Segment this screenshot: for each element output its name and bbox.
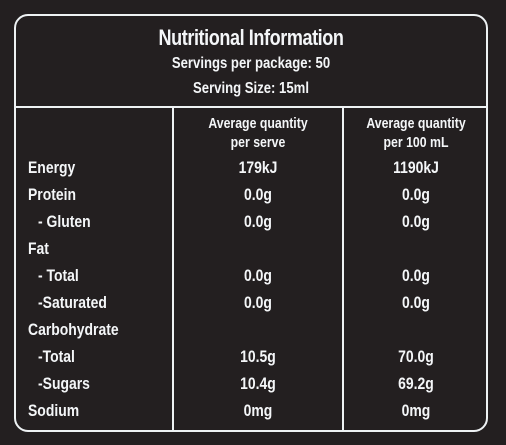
table-row-protein: Protein 0.0g 0.0g <box>16 185 486 212</box>
serving-size: Serving Size: 15ml <box>193 80 309 97</box>
row-label: Sodium <box>28 401 80 420</box>
table-row-fat-total: - Total 0.0g 0.0g <box>16 266 486 293</box>
table-row-carbohydrate-total: -Total 10.5g 70.0g <box>16 347 486 374</box>
row-label: Carbohydrate <box>28 320 119 339</box>
per-100ml-value: 69.2g <box>398 374 434 393</box>
table-row-fat: Fat <box>16 239 486 266</box>
row-label: -Saturated <box>38 293 107 312</box>
per-100ml-value: 0.0g <box>402 293 430 312</box>
per-serve-value: 0mg <box>243 401 273 420</box>
row-label: - Gluten <box>38 212 91 231</box>
per-100ml-value: 1190kJ <box>393 158 439 177</box>
nutrition-panel: Nutritional Information Servings per pac… <box>14 14 488 432</box>
per-100ml-value: 0.0g <box>402 185 430 204</box>
row-label: Energy <box>28 158 76 177</box>
column-header-per-100ml-line1: Average quantity <box>366 115 466 132</box>
row-label: Fat <box>28 239 49 258</box>
panel-header: Nutritional Information Servings per pac… <box>16 16 486 108</box>
servings-per-package: Servings per package: 50 <box>171 55 331 72</box>
table-row-sugars: -Sugars 10.4g 69.2g <box>16 374 486 401</box>
per-serve-value: 0.0g <box>244 185 272 204</box>
column-header-per-100ml: Average quantity per 100 mL <box>357 114 475 152</box>
per-serve-value: 179kJ <box>238 158 278 177</box>
row-label: -Sugars <box>38 374 90 393</box>
per-100ml-value: 0.0g <box>402 212 430 231</box>
table-row-fat-saturated: -Saturated 0.0g 0.0g <box>16 293 486 320</box>
table-row-gluten: - Gluten 0.0g 0.0g <box>16 212 486 239</box>
row-label: -Total <box>38 347 75 366</box>
table-row-energy: Energy 179kJ 1190kJ <box>16 158 486 185</box>
per-serve-value: 0.0g <box>244 266 272 285</box>
per-100ml-value: 0.0g <box>402 266 430 285</box>
per-100ml-value: 0mg <box>401 401 431 420</box>
table-row-carbohydrate: Carbohydrate <box>16 320 486 347</box>
row-label: - Total <box>38 266 79 285</box>
column-header-per-serve-line1: Average quantity <box>208 115 308 132</box>
per-serve-value: 10.4g <box>240 374 276 393</box>
table-row-sodium: Sodium 0mg 0mg <box>16 401 486 428</box>
per-serve-value: 0.0g <box>244 212 272 231</box>
panel-title: Nutritional Information <box>158 25 344 50</box>
per-100ml-value: 70.0g <box>398 347 434 366</box>
column-header-per-100ml-line2: per 100 mL <box>383 134 449 151</box>
column-header-per-serve: Average quantity per serve <box>188 114 327 152</box>
per-serve-value: 10.5g <box>240 347 276 366</box>
row-label: Protein <box>28 185 77 204</box>
column-divider-2 <box>342 106 344 430</box>
column-divider-1 <box>172 106 174 430</box>
column-header-per-serve-line2: per serve <box>230 134 286 151</box>
per-serve-value: 0.0g <box>244 293 272 312</box>
